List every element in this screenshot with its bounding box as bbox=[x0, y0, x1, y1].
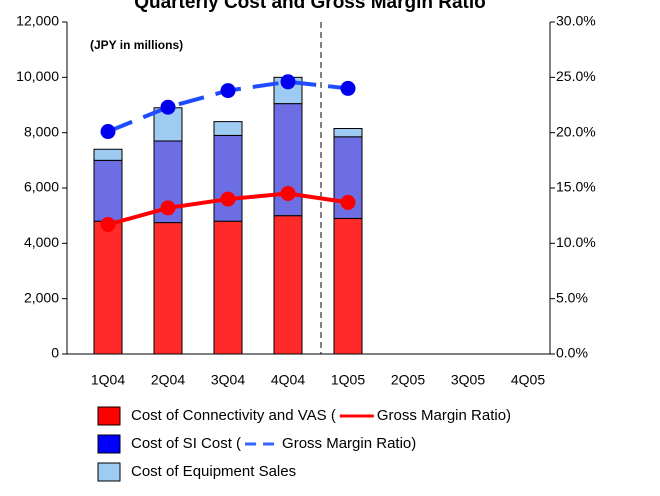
y-tick-label: 8,000 bbox=[24, 123, 59, 139]
bar bbox=[333, 136, 363, 219]
marker bbox=[280, 186, 296, 202]
y2-tick-label: 5.0% bbox=[556, 289, 588, 305]
bar bbox=[93, 220, 123, 355]
x-tick-label: 4Q05 bbox=[511, 372, 545, 388]
y-tick-label: 10,000 bbox=[16, 68, 59, 84]
x-tick-label: 4Q04 bbox=[271, 372, 305, 388]
legend-swatch bbox=[97, 434, 121, 454]
x-tick-label: 3Q04 bbox=[211, 372, 245, 388]
marker bbox=[220, 191, 236, 207]
chart-title: Quarterly Cost and Gross Margin Ratio bbox=[134, 0, 486, 13]
bar bbox=[93, 159, 123, 222]
bar bbox=[93, 148, 123, 161]
y2-tick-label: 15.0% bbox=[556, 179, 596, 195]
bar bbox=[333, 217, 363, 355]
legend-swatch bbox=[97, 462, 121, 482]
bar bbox=[333, 128, 363, 138]
x-tick-label: 2Q04 bbox=[151, 372, 185, 388]
y-tick-label: 0 bbox=[51, 345, 59, 361]
y-tick-label: 12,000 bbox=[16, 13, 59, 29]
marker bbox=[280, 74, 296, 90]
legend-swatch bbox=[97, 406, 121, 426]
y-tick-label: 2,000 bbox=[24, 289, 59, 305]
y-tick-label: 6,000 bbox=[24, 179, 59, 195]
legend-label: Gross Margin Ratio) bbox=[377, 407, 511, 424]
y2-tick-label: 0.0% bbox=[556, 345, 588, 361]
annotation: (JPY in millions) bbox=[90, 38, 183, 52]
bar bbox=[213, 220, 243, 355]
x-tick-label: 1Q04 bbox=[91, 372, 125, 388]
legend-label: Cost of Connectivity and VAS ( bbox=[131, 407, 336, 424]
bar bbox=[213, 134, 243, 222]
y2-tick-label: 10.0% bbox=[556, 234, 596, 250]
bar bbox=[273, 215, 303, 355]
legend-label: Cost of SI Cost ( bbox=[131, 435, 241, 452]
x-tick-label: 3Q05 bbox=[451, 372, 485, 388]
marker bbox=[220, 83, 236, 99]
marker bbox=[160, 99, 176, 115]
bar bbox=[153, 222, 183, 355]
legend-label: Gross Margin Ratio) bbox=[282, 435, 416, 452]
marker bbox=[340, 80, 356, 96]
bar bbox=[213, 121, 243, 136]
y2-tick-label: 20.0% bbox=[556, 123, 596, 139]
marker bbox=[100, 217, 116, 233]
marker bbox=[340, 194, 356, 210]
x-tick-label: 1Q05 bbox=[331, 372, 365, 388]
legend-label: Cost of Equipment Sales bbox=[131, 463, 296, 480]
x-tick-label: 2Q05 bbox=[391, 372, 425, 388]
y-tick-label: 4,000 bbox=[24, 234, 59, 250]
y2-tick-label: 25.0% bbox=[556, 68, 596, 84]
y2-tick-label: 30.0% bbox=[556, 13, 596, 29]
marker bbox=[100, 124, 116, 140]
marker bbox=[160, 200, 176, 216]
